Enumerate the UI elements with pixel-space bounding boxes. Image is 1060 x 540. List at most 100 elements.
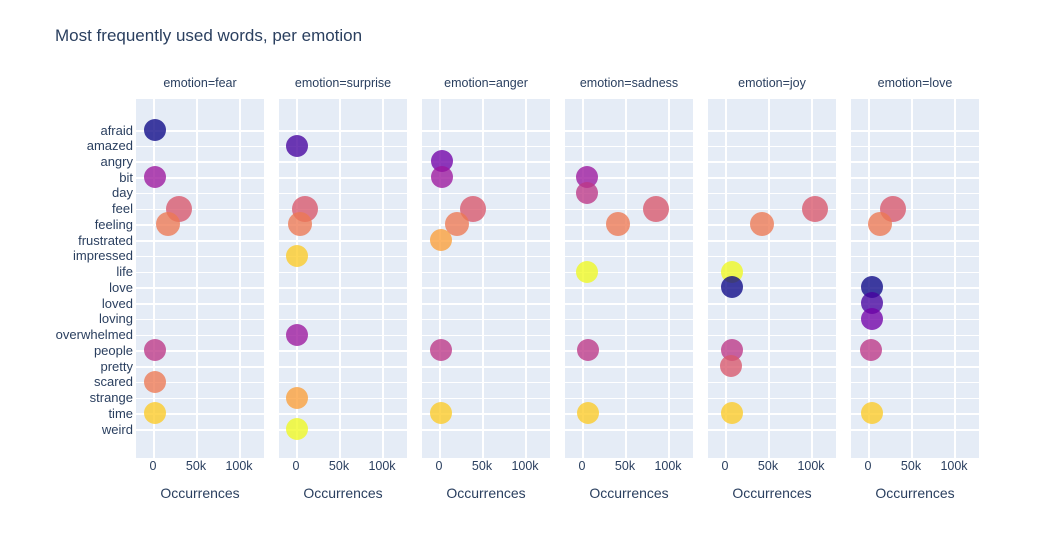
scatter-point[interactable]	[577, 402, 600, 425]
scatter-point[interactable]	[577, 339, 600, 362]
x-axis-title: Occurrences	[160, 485, 240, 501]
h-gridline	[136, 208, 264, 211]
x-tick-label: 50k	[900, 459, 922, 473]
scatter-point[interactable]	[720, 355, 743, 378]
h-gridline	[708, 318, 836, 321]
x-tick-label: 100k	[654, 459, 682, 473]
h-gridline	[851, 130, 979, 132]
scatter-point[interactable]	[860, 339, 883, 362]
y-tick-label: feeling	[94, 216, 133, 232]
plot-panel[interactable]	[279, 99, 407, 458]
scatter-point[interactable]	[802, 195, 829, 222]
h-gridline	[422, 303, 550, 305]
scatter-point[interactable]	[720, 276, 743, 299]
h-gridline	[565, 208, 693, 211]
h-gridline	[279, 161, 407, 163]
scatter-point[interactable]	[576, 260, 599, 283]
h-gridline	[136, 287, 264, 289]
scatter-point[interactable]	[431, 166, 453, 189]
h-gridline	[708, 208, 836, 211]
h-gridline	[422, 366, 550, 368]
h-gridline	[851, 145, 979, 148]
scatter-point[interactable]	[285, 418, 308, 440]
h-gridline	[565, 145, 693, 148]
scatter-point[interactable]	[143, 166, 166, 189]
h-gridline	[851, 429, 979, 431]
h-gridline	[565, 240, 693, 242]
plot-panel[interactable]	[422, 99, 550, 458]
scatter-point[interactable]	[606, 212, 631, 237]
h-gridline	[565, 255, 693, 258]
h-gridline	[136, 255, 264, 258]
h-gridline	[851, 303, 979, 305]
h-gridline	[422, 192, 550, 195]
h-gridline	[279, 208, 407, 211]
h-gridline	[565, 271, 693, 274]
scatter-point[interactable]	[749, 212, 774, 237]
scatter-point[interactable]	[286, 244, 309, 267]
x-axis-title: Occurrences	[303, 485, 383, 501]
scatter-point[interactable]	[576, 181, 599, 204]
scatter-point[interactable]	[143, 119, 166, 141]
v-gridline	[482, 99, 484, 458]
h-gridline	[851, 271, 979, 274]
h-gridline	[708, 287, 836, 289]
h-gridline	[136, 145, 264, 148]
plot-panel[interactable]	[565, 99, 693, 458]
scatter-point[interactable]	[861, 307, 884, 330]
y-tick-label: frustrated	[78, 232, 133, 248]
h-gridline	[136, 224, 264, 226]
facet-header: emotion=anger	[444, 76, 528, 90]
h-gridline	[279, 381, 407, 384]
scatter-point[interactable]	[285, 386, 308, 409]
y-tick-label: weird	[101, 421, 133, 437]
scatter-point[interactable]	[720, 402, 743, 425]
scatter-point[interactable]	[430, 402, 453, 425]
facet-header: emotion=sadness	[579, 76, 679, 90]
h-gridline	[279, 271, 407, 274]
h-gridline	[708, 334, 836, 337]
h-gridline	[136, 350, 264, 352]
h-gridline	[851, 350, 979, 352]
h-gridline	[279, 397, 407, 400]
scatter-point[interactable]	[288, 212, 313, 237]
x-tick-label: 100k	[225, 459, 253, 473]
y-tick-label: love	[109, 279, 133, 295]
scatter-point[interactable]	[861, 402, 884, 425]
h-gridline	[565, 429, 693, 431]
h-gridline	[422, 381, 550, 384]
scatter-point[interactable]	[143, 402, 166, 425]
h-gridline	[565, 366, 693, 368]
plot-panel[interactable]	[136, 99, 264, 458]
h-gridline	[851, 208, 979, 211]
h-gridline	[565, 318, 693, 321]
scatter-point[interactable]	[430, 229, 453, 252]
v-gridline	[339, 99, 341, 458]
scatter-point[interactable]	[285, 323, 308, 346]
h-gridline	[708, 161, 836, 163]
h-gridline	[136, 192, 264, 195]
scatter-point[interactable]	[155, 212, 180, 237]
h-gridline	[708, 366, 836, 368]
y-tick-label: feel	[112, 201, 133, 217]
scatter-point[interactable]	[642, 195, 669, 222]
scatter-point[interactable]	[868, 212, 893, 237]
h-gridline	[422, 177, 550, 179]
scatter-point[interactable]	[143, 370, 166, 393]
scatter-point[interactable]	[143, 339, 166, 362]
h-gridline	[708, 271, 836, 274]
h-gridline	[708, 429, 836, 431]
h-gridline	[851, 334, 979, 337]
plot-panel[interactable]	[708, 99, 836, 458]
y-tick-label: overwhelmed	[55, 327, 133, 343]
scatter-point[interactable]	[285, 134, 308, 157]
h-gridline	[136, 303, 264, 305]
h-gridline	[279, 177, 407, 179]
h-gridline	[422, 318, 550, 321]
y-tick-label: bit	[119, 169, 133, 185]
h-gridline	[136, 177, 264, 179]
scatter-point[interactable]	[430, 339, 453, 362]
plot-panel[interactable]	[851, 99, 979, 458]
h-gridline	[565, 192, 693, 195]
